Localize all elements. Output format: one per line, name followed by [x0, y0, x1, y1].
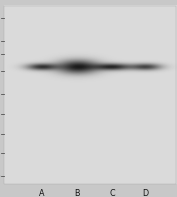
Text: C: C	[110, 189, 115, 197]
Text: D: D	[142, 189, 148, 197]
Text: B: B	[74, 189, 80, 197]
Text: A: A	[39, 189, 44, 197]
